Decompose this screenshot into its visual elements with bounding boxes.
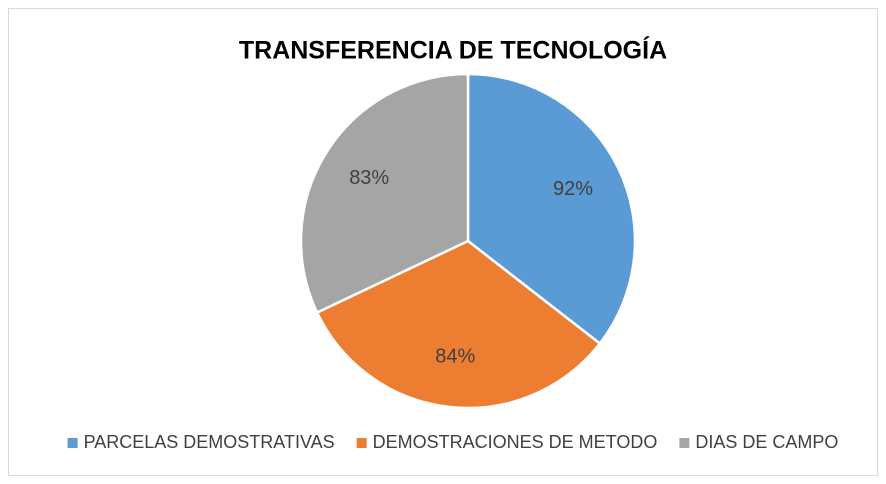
legend-swatch bbox=[679, 438, 690, 448]
legend-label: DIAS DE CAMPO bbox=[695, 432, 838, 452]
legend-swatch bbox=[356, 438, 367, 448]
chart-title: TRANSFERENCIA DE TECNOLOGÍA bbox=[239, 36, 667, 65]
pie-slice bbox=[299, 72, 470, 315]
legend-swatch bbox=[67, 438, 78, 448]
legend-label: DEMOSTRACIONES DE METODO bbox=[373, 432, 658, 452]
pie-slice bbox=[466, 72, 637, 346]
pie-slice bbox=[315, 239, 602, 410]
data-label: 92% bbox=[553, 178, 593, 200]
legend-label: PARCELAS DEMOSTRATIVAS bbox=[84, 432, 335, 452]
data-label: 84% bbox=[435, 345, 475, 367]
data-label: 83% bbox=[349, 167, 389, 189]
